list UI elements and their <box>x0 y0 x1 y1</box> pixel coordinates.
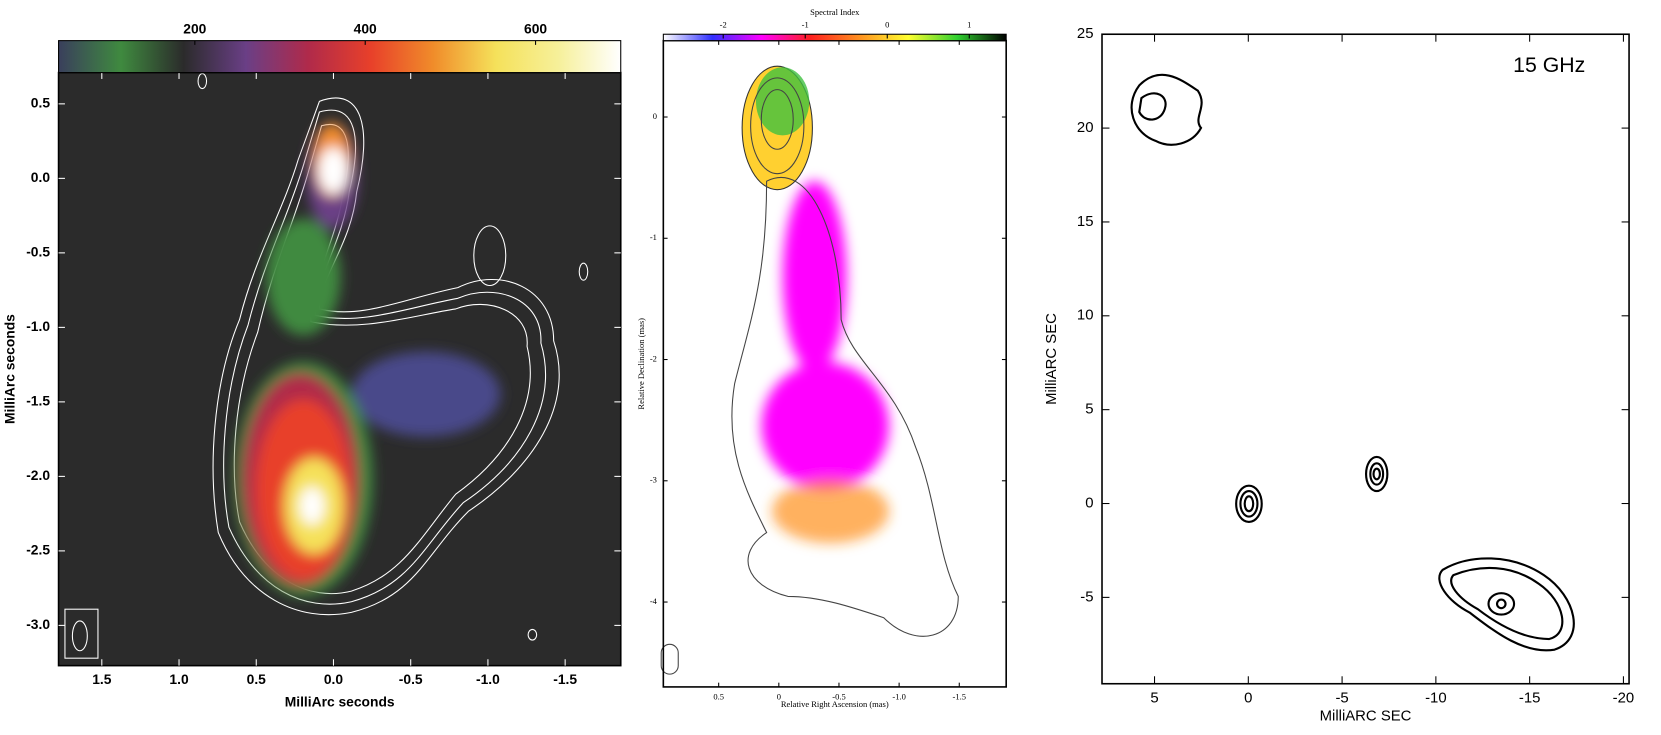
x-tick-label: 0 <box>1244 691 1252 707</box>
y-tick-label: 0 <box>653 111 657 121</box>
panel: 0.5 0 -0.5 -1.0 -1.5 0 -1 -2 -3 -4 Relative Right … <box>636 7 1007 709</box>
x-tick-label: 0 <box>777 692 781 702</box>
x-tick-label: -1.5 <box>953 692 966 702</box>
colorbar-tick-label: 1 <box>967 20 971 30</box>
colorbar-tick-label: -1 <box>802 20 809 30</box>
x-tick-label: -5 <box>1335 691 1348 707</box>
y-tick-label: -1.5 <box>26 393 50 409</box>
y-tick-label: -2.5 <box>26 542 50 558</box>
plot-frame <box>1101 33 1630 685</box>
x-axis-label: Relative Right Ascension (mas) <box>781 699 889 709</box>
y-tick-label: -3 <box>650 475 657 485</box>
y-tick-label: 20 <box>1077 120 1094 136</box>
colorbar-tick-label: -2 <box>720 20 727 30</box>
y-tick-label: -2.0 <box>26 467 50 483</box>
panel: 5 0 -5 -10 -15 -20 25 20 15 10 5 0 -5 MilliARC SEC Mil… <box>1044 26 1634 725</box>
x-tick-label: 0.5 <box>713 692 724 702</box>
y-axis-label: Relative Declination (mas) <box>636 318 646 410</box>
y-axis-label: MilliArc seconds <box>1 314 17 424</box>
x-tick-label: -1.0 <box>476 671 500 687</box>
x-tick-label: 5 <box>1150 691 1158 707</box>
y-tick-label: -4 <box>650 596 658 606</box>
x-tick-label: 0.5 <box>247 671 267 687</box>
y-axis-label: MilliARC SEC <box>1044 313 1060 405</box>
x-tick-label: -0.5 <box>399 671 423 687</box>
colorbar-tick-label: 600 <box>524 21 547 37</box>
y-tick-label: 0 <box>1085 495 1093 511</box>
panel-1-image <box>58 72 621 666</box>
y-tick-label: 0.5 <box>31 95 51 111</box>
x-axis-label: MilliArc seconds <box>285 694 395 710</box>
colorbar-tick-label: 400 <box>354 21 377 37</box>
y-tick-label: -3.0 <box>26 616 50 632</box>
y-tick-label: 5 <box>1085 402 1093 418</box>
y-tick-label: -0.5 <box>26 244 50 260</box>
y-tick-label: -2 <box>650 353 657 363</box>
x-tick-label: -15 <box>1519 691 1541 707</box>
x-tick-label: 1.0 <box>169 671 189 687</box>
x-tick-label: -1.5 <box>553 671 577 687</box>
panel: 1.5 1.0 0.5 0.0 -0.5 -1.0 -1.5 0.5 0.0 -0.5 -1.0 -1… <box>1 21 622 710</box>
colorbar-label: Spectral Index <box>810 7 860 17</box>
y-tick-label: 0.0 <box>31 169 51 185</box>
colorbar <box>662 33 1007 42</box>
panel-3-image <box>1130 73 1575 652</box>
colorbar-tick-label: 200 <box>183 21 206 37</box>
x-tick-label: -20 <box>1613 691 1635 707</box>
colorbar-tick-label: 0 <box>885 20 889 30</box>
y-tick-label: -1.0 <box>26 318 50 334</box>
y-tick-label: 25 <box>1077 26 1094 42</box>
x-axis-label: MilliARC SEC <box>1320 709 1412 725</box>
y-tick-label: 15 <box>1077 214 1094 230</box>
x-tick-label: -0.5 <box>832 692 845 702</box>
y-tick-label: -5 <box>1080 589 1093 605</box>
annotation: 15 GHz <box>1513 53 1585 77</box>
panel-2-image <box>660 65 959 675</box>
y-tick-label: 10 <box>1077 308 1094 324</box>
x-tick-label: 1.5 <box>92 671 112 687</box>
x-tick-label: -1.0 <box>892 692 905 702</box>
x-tick-label: 0.0 <box>324 671 344 687</box>
x-tick-label: -10 <box>1425 691 1447 707</box>
y-tick-label: -1 <box>650 232 657 242</box>
colorbar <box>58 40 622 74</box>
